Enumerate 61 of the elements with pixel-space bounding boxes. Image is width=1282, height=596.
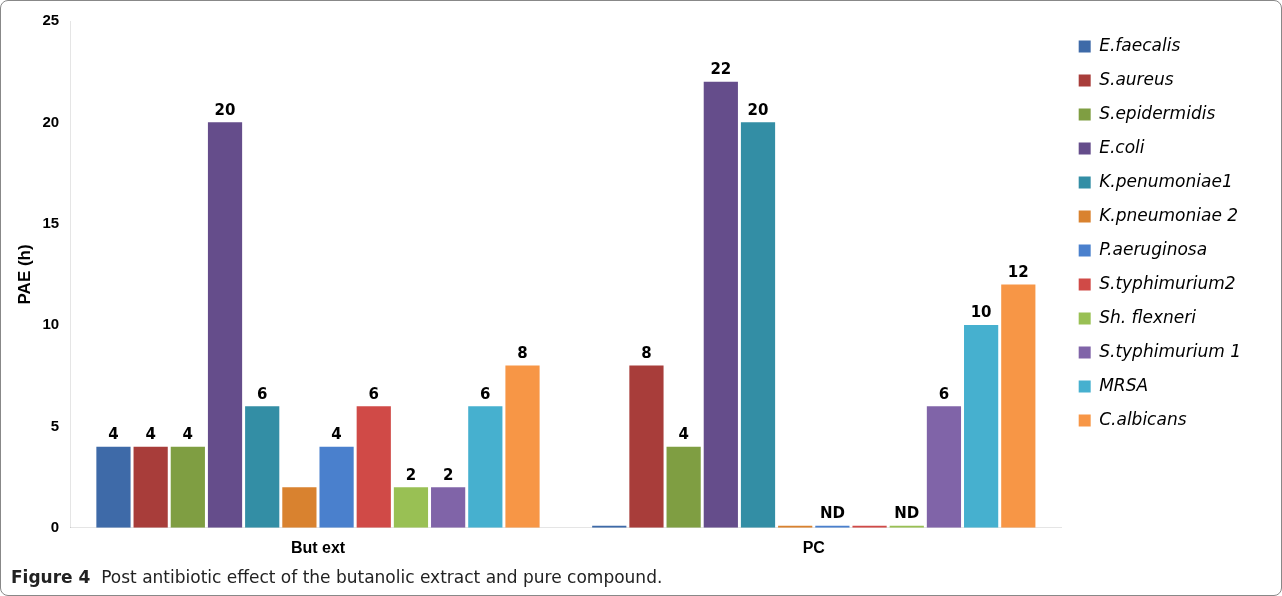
- data-label: 20: [214, 100, 236, 119]
- x-tick-label: PC: [802, 538, 826, 556]
- data-label: 2: [442, 465, 454, 484]
- data-label: 2: [405, 465, 417, 484]
- bar: [468, 406, 503, 528]
- x-tick-label: But ext: [290, 538, 346, 556]
- legend-label: MRSA: [1099, 374, 1149, 395]
- data-label: 8: [517, 344, 528, 363]
- y-tick-label: 25: [42, 11, 60, 29]
- bar: [703, 81, 738, 528]
- bar: [964, 325, 999, 528]
- y-tick-label: 0: [50, 517, 60, 535]
- bar: [356, 406, 391, 528]
- y-tick-label: 10: [42, 315, 60, 333]
- data-label: 10: [970, 303, 992, 322]
- data-label: 4: [678, 425, 689, 444]
- data-label: 12: [1007, 262, 1029, 281]
- data-label: 6: [938, 384, 950, 403]
- legend-label: Sh. flexneri: [1099, 306, 1197, 327]
- data-label: ND: [819, 504, 845, 523]
- bar: [96, 446, 131, 528]
- data-label: 6: [368, 384, 379, 403]
- y-tick-label: 15: [42, 213, 60, 231]
- legend-label: S.typhimurium2: [1099, 272, 1236, 293]
- bar: [245, 406, 280, 528]
- bar: [629, 365, 664, 528]
- data-label: 20: [747, 100, 769, 119]
- data-label: ND: [894, 504, 920, 523]
- y-axis-title: PAE (h): [14, 244, 34, 305]
- bar: [319, 446, 354, 528]
- y-tick-label: 20: [42, 112, 60, 130]
- legend-label: P.aeruginosa: [1099, 238, 1208, 259]
- bar: [431, 487, 466, 528]
- data-label: 6: [480, 384, 491, 403]
- data-label: 4: [108, 425, 119, 444]
- legend-label: E.faecalis: [1099, 34, 1181, 55]
- y-tick-label: 5: [50, 416, 60, 434]
- data-label: 8: [641, 344, 652, 363]
- bar: [740, 122, 776, 528]
- legend-label: S.epidermidis: [1099, 102, 1216, 123]
- bar: [1001, 284, 1036, 528]
- bar: [133, 446, 168, 528]
- data-label: 4: [182, 425, 194, 444]
- legend-label: S.typhimurium 1: [1099, 340, 1241, 361]
- legend-label: E.coli: [1099, 136, 1145, 157]
- legend-label: K.pneumoniae 2: [1099, 204, 1239, 225]
- bar: [926, 406, 962, 528]
- bar: [505, 365, 540, 528]
- data-label: 4: [331, 425, 342, 444]
- data-label: 22: [710, 60, 732, 79]
- legend-label: C.albicans: [1099, 408, 1187, 429]
- bar: [170, 446, 205, 528]
- bar: [393, 487, 429, 528]
- legend-label: K.penumoniae1: [1099, 170, 1233, 191]
- legend-label: S.aureus: [1099, 68, 1174, 89]
- data-label: 4: [145, 425, 156, 444]
- data-label: 6: [256, 384, 268, 403]
- bar: [282, 487, 317, 528]
- bar: [666, 446, 701, 528]
- bar: [207, 122, 243, 528]
- caption: Figure 4 Post antibiotic effect of the butanolic extract and pure compound.: [11, 567, 663, 587]
